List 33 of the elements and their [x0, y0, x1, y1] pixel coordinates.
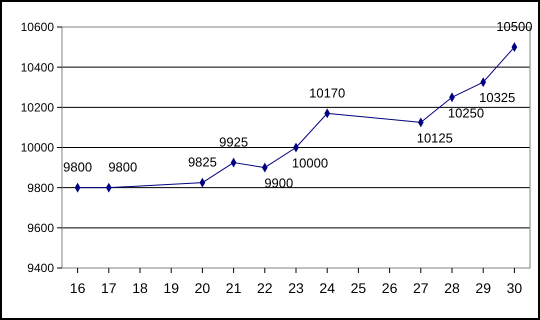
x-tick-label: 21 [226, 280, 242, 296]
x-tick-label: 19 [163, 280, 180, 296]
data-label: 10500 [496, 19, 532, 34]
data-label: 9900 [264, 176, 294, 191]
data-label: 9825 [188, 154, 217, 170]
y-tick-label: 10400 [20, 60, 54, 74]
data-label: 9925 [219, 134, 248, 150]
x-tick-label: 26 [382, 280, 398, 296]
x-tick-label: 17 [101, 280, 117, 296]
y-tick-label: 10600 [20, 20, 54, 34]
data-label: 10250 [448, 105, 484, 120]
y-tick-label: 10200 [20, 100, 54, 115]
data-label: 10170 [309, 85, 346, 100]
x-tick-label: 27 [413, 280, 429, 296]
x-tick-label: 22 [257, 280, 273, 296]
x-tick-label: 23 [288, 280, 304, 296]
data-label: 10325 [479, 90, 516, 106]
x-tick-label: 24 [319, 280, 336, 296]
data-label: 9800 [108, 160, 138, 175]
y-tick-label: 9800 [27, 180, 54, 195]
data-label: 10125 [416, 130, 453, 146]
x-tick-label: 25 [350, 280, 366, 296]
x-tick-label: 29 [475, 280, 492, 296]
data-label: 10000 [292, 156, 328, 170]
x-tick-label: 18 [132, 280, 148, 296]
y-tick-label: 10000 [20, 140, 54, 155]
x-tick-label: 30 [506, 280, 522, 296]
data-label: 9800 [63, 160, 92, 175]
x-tick-label: 20 [194, 280, 210, 296]
y-tick-label: 9600 [27, 221, 54, 236]
y-tick-label: 9400 [27, 261, 54, 276]
x-tick-label: 28 [444, 280, 460, 296]
x-tick-label: 16 [70, 280, 86, 296]
